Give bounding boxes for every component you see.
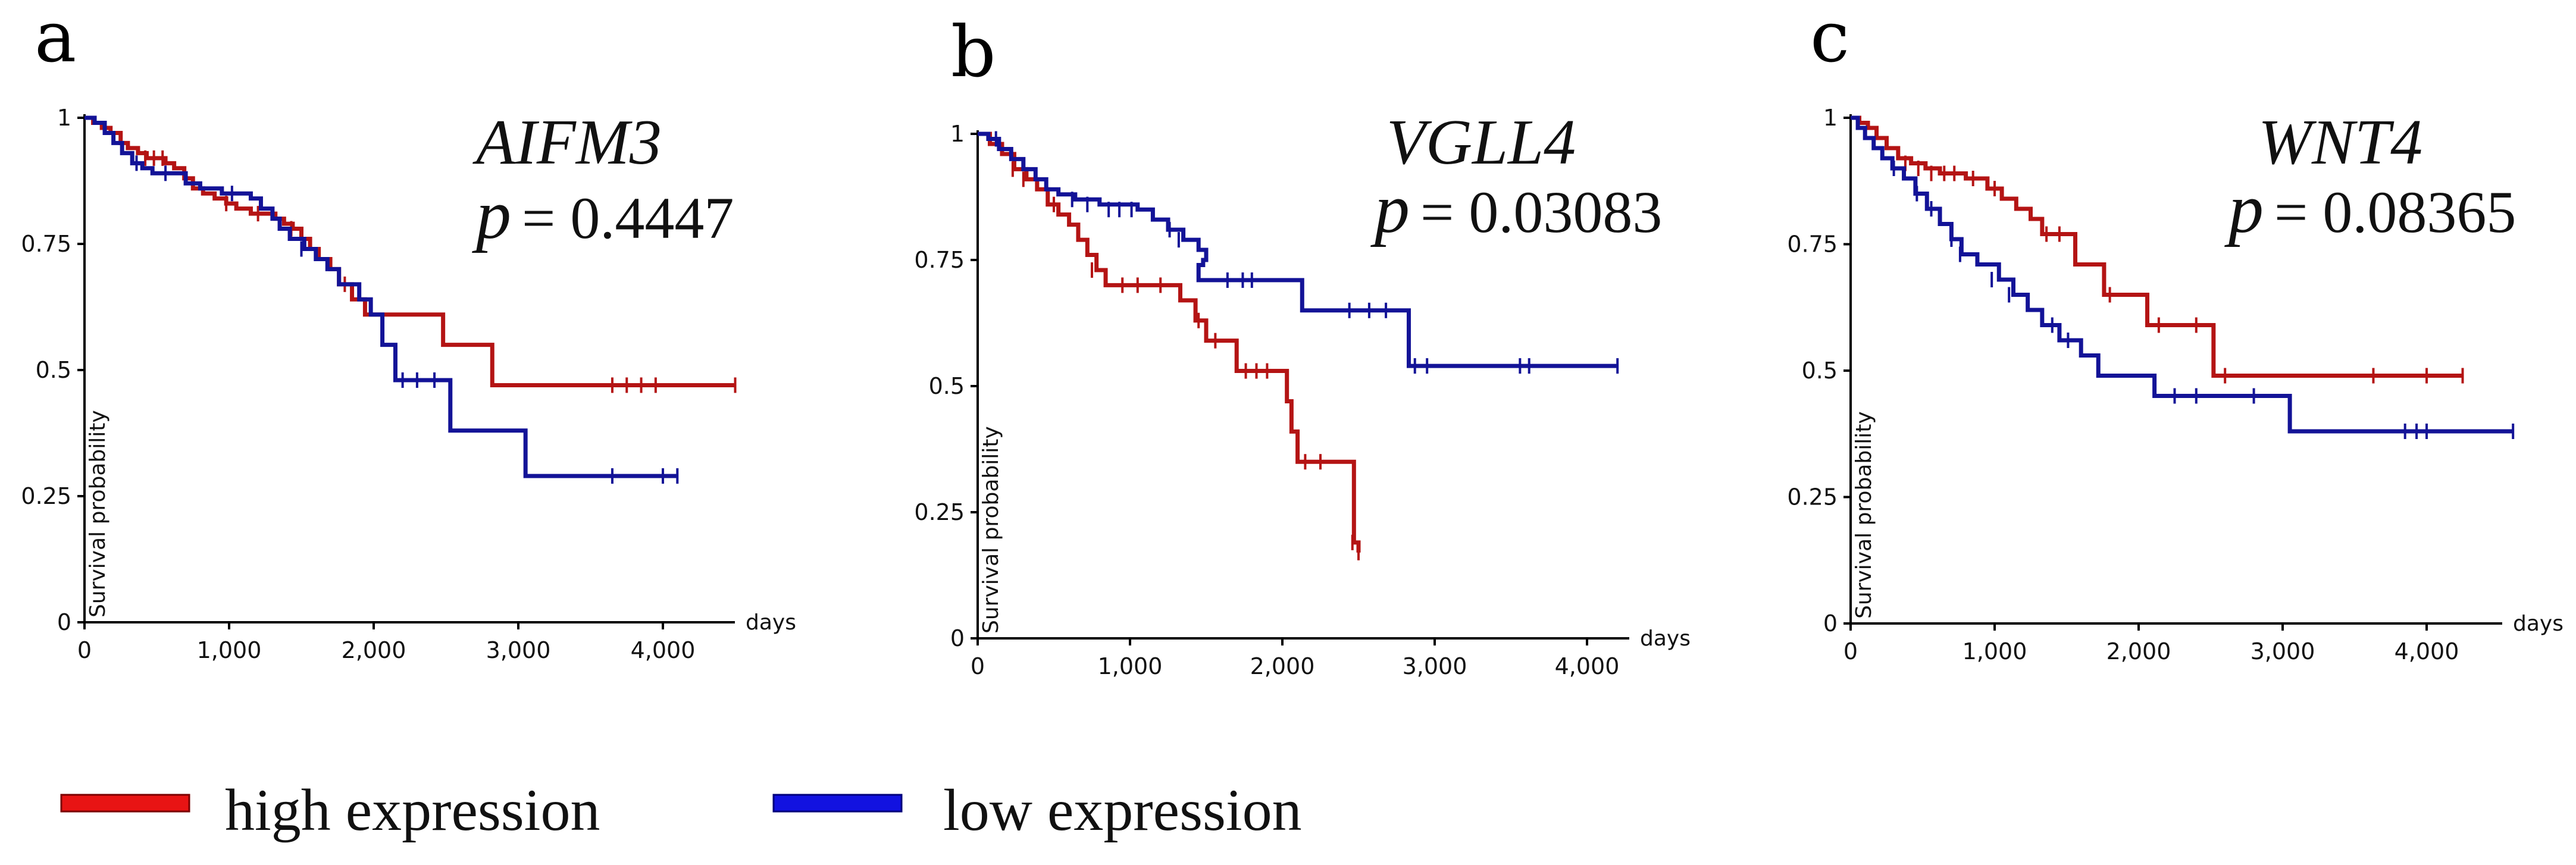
panel-letter: c [1810, 0, 1849, 78]
y-tick-label: 0.25 [914, 499, 965, 525]
y-tick-label: 0 [950, 625, 965, 651]
y-tick-label: 0 [1823, 610, 1838, 637]
p-value: p = 0.08365 [2224, 170, 2516, 247]
x-tick-label: 4,000 [631, 637, 696, 663]
survival-curve [1851, 115, 2463, 378]
y-tick-label: 0.5 [1802, 358, 1838, 384]
x-axis-label: days [2513, 612, 2564, 636]
y-tick-label: 0.75 [21, 231, 71, 257]
y-tick-label: 0.5 [929, 373, 965, 399]
y-tick-label: 0 [57, 609, 71, 635]
x-tick-label: 4,000 [2395, 638, 2459, 665]
p-symbol: p [472, 175, 511, 253]
x-tick-label: 1,000 [1098, 653, 1163, 679]
p-symbol: p [2224, 170, 2264, 247]
x-tick-label: 1,000 [1962, 638, 2027, 665]
x-tick-label: 2,000 [2107, 638, 2171, 665]
x-tick-label: 3,000 [486, 637, 551, 663]
p-value: p = 0.03083 [1370, 170, 1662, 247]
x-tick-label: 2,000 [342, 637, 406, 663]
y-tick-label: 0.25 [21, 483, 71, 509]
y-axis-label: Survival probability [1852, 411, 1876, 619]
p-value: p = 0.4447 [472, 175, 734, 253]
survival-curve [1851, 115, 2514, 434]
y-tick-label: 1 [950, 121, 965, 147]
survival-curve [84, 115, 678, 478]
y-axis-label: Survival probability [86, 410, 110, 618]
x-axis-label: days [1640, 626, 1691, 651]
y-tick-label: 1 [1823, 105, 1838, 131]
series-high-expression [978, 131, 1361, 560]
panel-letter: b [951, 11, 996, 93]
series-low-expression [1851, 115, 2515, 439]
legend-label-high: high expression [225, 777, 600, 843]
x-tick-label: 2,000 [1250, 653, 1315, 679]
x-axis-label: days [746, 610, 796, 635]
y-axis-label: Survival probability [979, 426, 1003, 634]
gene-name: VGLL4 [1386, 107, 1576, 178]
p-value-number: = 0.08365 [2274, 179, 2516, 245]
legend-swatch-high [60, 794, 190, 813]
x-tick-label: 3,000 [2251, 638, 2315, 665]
y-tick-label: 0.75 [1787, 231, 1838, 258]
series-high-expression [1851, 115, 2464, 384]
x-tick-label: 0 [77, 637, 92, 663]
y-tick-label: 1 [57, 105, 71, 131]
y-tick-label: 0.75 [914, 247, 965, 273]
x-tick-label: 1,000 [197, 637, 262, 663]
panel-letter: a [35, 0, 76, 78]
series-low-expression [978, 131, 1619, 374]
x-tick-label: 4,000 [1555, 653, 1620, 679]
legend-label-low: low expression [943, 777, 1302, 843]
gene-name: WNT4 [2258, 107, 2422, 178]
y-tick-label: 0.5 [36, 357, 71, 383]
p-value-number: = 0.4447 [522, 185, 734, 251]
legend-swatch-low [772, 794, 903, 813]
series-low-expression [84, 115, 679, 484]
gene-name: AIFM3 [472, 107, 662, 178]
p-value-number: = 0.03083 [1420, 179, 1662, 245]
survival-curve [978, 131, 1361, 553]
legend: high expression low expression [60, 777, 1302, 843]
x-tick-label: 3,000 [1403, 653, 1467, 679]
x-tick-label: 0 [971, 653, 985, 679]
y-tick-label: 0.25 [1787, 484, 1838, 510]
x-tick-label: 0 [1843, 638, 1858, 665]
p-symbol: p [1370, 170, 1410, 247]
survival-curve [978, 131, 1618, 368]
